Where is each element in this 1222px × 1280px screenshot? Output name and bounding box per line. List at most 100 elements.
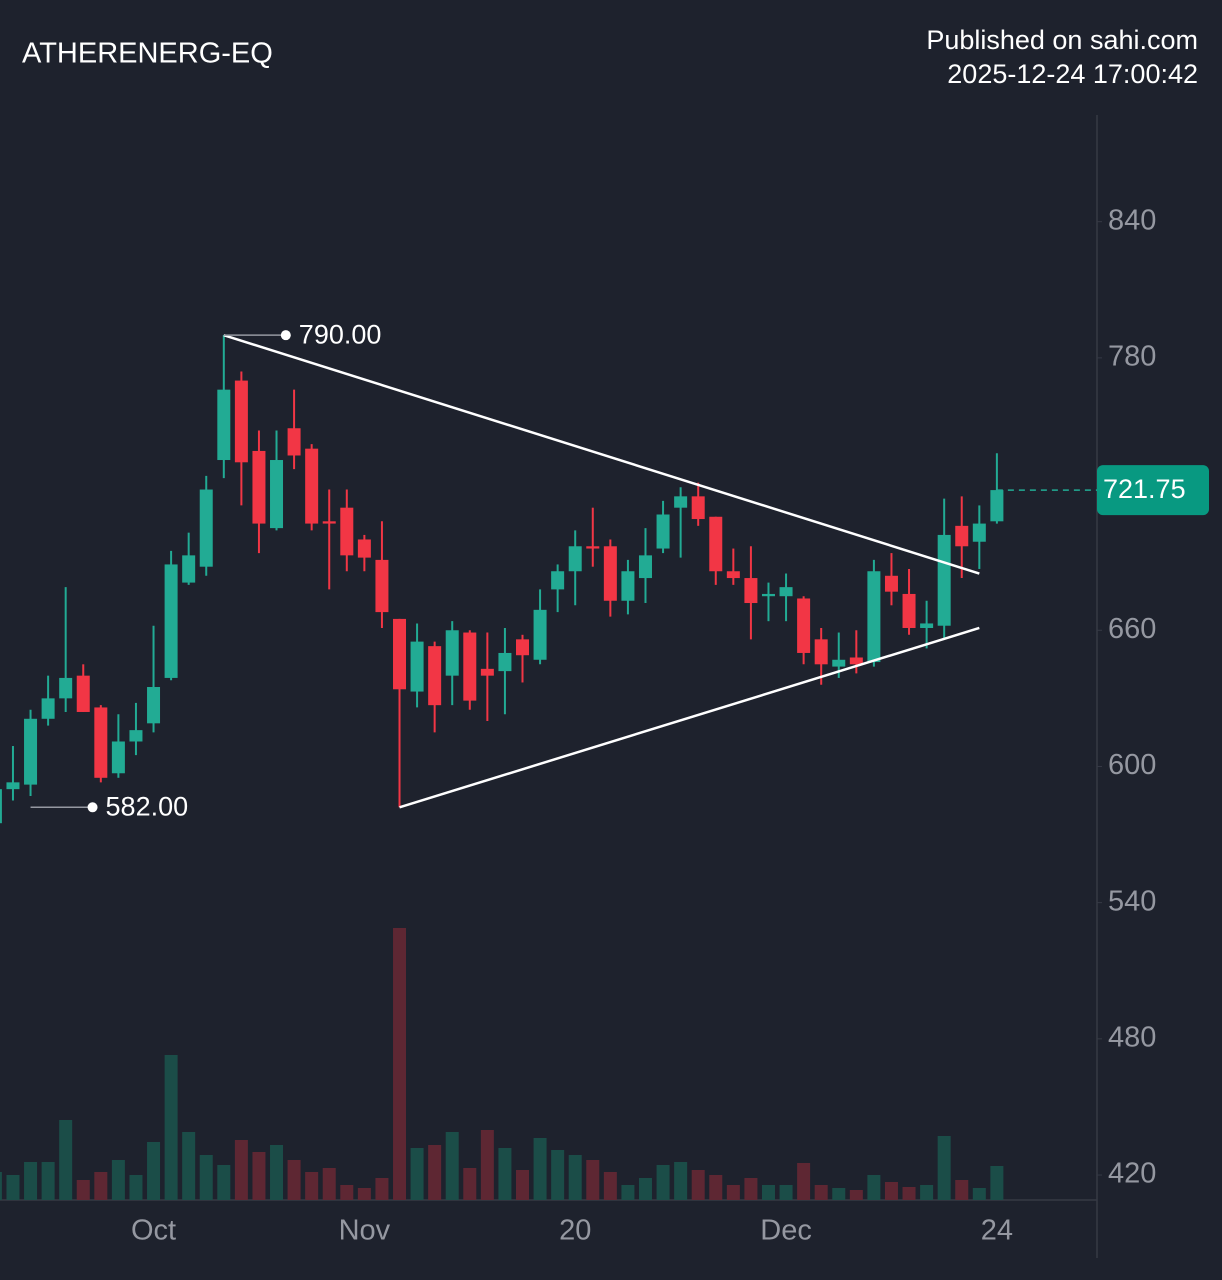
candle-body [990, 490, 1004, 522]
volume-bar [744, 1178, 758, 1200]
candle-body [357, 539, 371, 558]
candle-body [656, 514, 670, 549]
candle-body [568, 546, 582, 572]
x-tick-label: Oct [131, 1215, 176, 1247]
candle-body [884, 575, 898, 592]
volume-bar [797, 1163, 811, 1200]
candle-body [59, 677, 73, 699]
x-tick-label: Nov [339, 1215, 391, 1247]
candle-body [674, 496, 688, 508]
annotation-dot [280, 330, 291, 341]
candle-body [972, 523, 986, 542]
volume-bar [129, 1175, 143, 1200]
candle-body [920, 623, 934, 628]
volume-bar [463, 1168, 477, 1200]
candle-body [533, 609, 547, 660]
timestamp: 2025-12-24 17:00:42 [947, 59, 1198, 89]
candle-body [24, 718, 38, 785]
volume-bar [638, 1178, 652, 1200]
candle-body [832, 659, 846, 667]
x-tick-label: 24 [981, 1215, 1013, 1247]
candle-body [445, 630, 459, 676]
y-tick-label: 420 [1108, 1158, 1156, 1190]
candle-body [305, 448, 319, 524]
candle-body [603, 546, 617, 601]
volume-bar [234, 1140, 248, 1200]
last-price-badge [1097, 465, 1209, 516]
volume-bar [498, 1148, 512, 1200]
candle-body [252, 450, 266, 524]
volume-bar [41, 1162, 55, 1200]
candle-body [428, 646, 442, 706]
volume-bar [902, 1187, 916, 1200]
volume-bar [761, 1185, 775, 1200]
volume-bar [305, 1172, 319, 1200]
volume-bar [428, 1145, 442, 1200]
y-tick-label: 780 [1108, 341, 1156, 373]
candle-body [287, 428, 301, 456]
volume-bar [656, 1165, 670, 1200]
volume-bar [867, 1175, 881, 1200]
annotation-dot [87, 802, 98, 813]
candle-body [797, 598, 811, 653]
candle-body [638, 555, 652, 579]
volume-bar [0, 1172, 2, 1200]
volume-bar [340, 1185, 354, 1200]
volume-bar [76, 1180, 90, 1200]
publisher: Published on sahi.com [926, 25, 1198, 55]
volume-bar [182, 1132, 196, 1200]
x-tick-label: Dec [760, 1215, 812, 1247]
candle-body [111, 741, 125, 774]
volume-bar [586, 1160, 600, 1200]
volume-bar [516, 1170, 529, 1200]
trendline [223, 333, 980, 575]
volume-bar [410, 1148, 424, 1200]
annotation-label: 790.00 [299, 319, 382, 349]
candle-body [463, 632, 477, 701]
candle-body [129, 730, 143, 742]
last-price-label: 721.75 [1103, 474, 1186, 504]
volume-bar [603, 1172, 617, 1200]
candle-body [691, 496, 705, 520]
volume-bar [955, 1180, 969, 1200]
candle-body [164, 564, 178, 678]
volume-bar [252, 1152, 266, 1200]
volume-bar [726, 1185, 740, 1200]
y-tick-label: 600 [1108, 749, 1156, 781]
candle-body [955, 525, 969, 547]
candle-body [41, 698, 55, 719]
volume-bar [217, 1165, 231, 1200]
volume-bar [674, 1162, 688, 1200]
candle-body [480, 668, 494, 676]
y-tick-label: 540 [1108, 885, 1156, 917]
volume-bar [322, 1168, 336, 1200]
volume-bar [849, 1190, 863, 1200]
trendline [399, 626, 980, 809]
candle-body [375, 559, 389, 613]
volume-bar [59, 1120, 73, 1200]
volume-bar [551, 1150, 565, 1200]
volume-bar [779, 1185, 793, 1200]
volume-bar [94, 1172, 108, 1200]
volume-bar [199, 1155, 213, 1200]
volume-bar [147, 1142, 161, 1200]
x-tick-label: 20 [559, 1215, 591, 1247]
candle-body [726, 571, 740, 579]
volume-bar [920, 1185, 934, 1200]
candle-body [779, 587, 793, 597]
volume-bar [533, 1138, 547, 1200]
candle-body [902, 593, 916, 628]
candle-body [498, 652, 512, 672]
volume-bar [6, 1175, 20, 1200]
volume-bar [287, 1160, 301, 1200]
candle-body [322, 521, 336, 524]
volume-bar [270, 1145, 284, 1200]
candle-body [340, 507, 354, 556]
volume-bar [937, 1136, 951, 1200]
candle-body [867, 571, 881, 663]
candle-body [6, 782, 20, 790]
candle-body [94, 707, 108, 778]
volume-bar [621, 1185, 635, 1200]
